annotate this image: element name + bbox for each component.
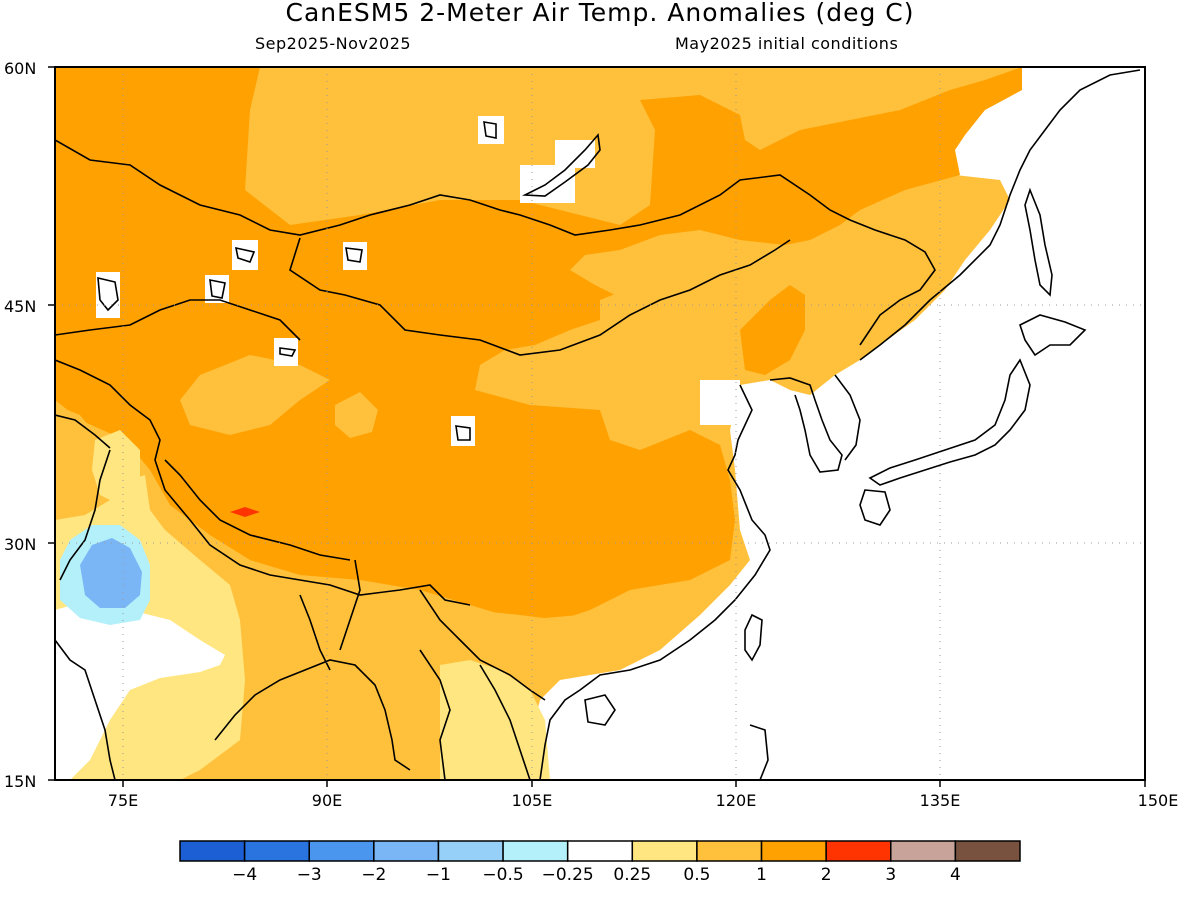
colorbar-label: −4 — [232, 865, 257, 885]
colorbar-label: 0.25 — [613, 865, 651, 885]
colorbar-swatch — [825, 840, 892, 862]
coastline-taiwan — [744, 613, 763, 662]
coastline-china — [579, 384, 771, 691]
coastline-india-west — [55, 639, 116, 780]
coastline-korea — [769, 377, 843, 473]
chart-title: CanESM5 2-Meter Air Temp. Anomalies (deg… — [285, 0, 915, 27]
anomaly-region-light-patch-5 — [460, 595, 700, 665]
lat-label-45n: 45N — [4, 297, 36, 316]
colorbar-label: −0.5 — [482, 865, 523, 885]
colorbar-label: −3 — [297, 865, 322, 885]
mask-khuvsgul — [478, 116, 504, 144]
colorbar-swatch — [760, 840, 827, 862]
coastline-ubsu — [345, 247, 363, 263]
anomaly-region-light-patch-3 — [600, 290, 650, 355]
coastline-sakhalin — [1024, 187, 1053, 297]
anomaly-region-light-patch-4 — [55, 405, 110, 525]
border-india-nepal — [164, 459, 351, 561]
coastline-luzon — [749, 724, 769, 780]
coastline-balkhash — [234, 246, 256, 263]
colorbar-swatch — [502, 840, 569, 862]
coastline-korea-east — [834, 374, 861, 461]
border-bhutan-bangladesh — [339, 559, 361, 651]
lon-label-120e: 120E — [716, 791, 757, 810]
anomaly-region-orange-east — [740, 285, 805, 375]
colorbar-swatch — [437, 840, 504, 862]
lon-label-135e: 135E — [920, 791, 961, 810]
coastline-hainan — [584, 694, 616, 726]
mask-bohai — [700, 380, 740, 425]
coastline-honshu — [868, 358, 1031, 486]
colorbar-swatch — [179, 840, 246, 862]
coastline-kyushu — [859, 489, 891, 526]
colorbar-label: 1 — [756, 865, 767, 885]
colorbar-swatch — [566, 840, 634, 862]
colorbar-swatch — [696, 840, 763, 862]
anomaly-region-pale-yellow-nw — [92, 430, 140, 505]
border-central-asia — [55, 359, 471, 606]
colorbar-swatch — [890, 840, 957, 862]
anomaly-region-light-patch-2 — [335, 392, 378, 438]
lon-label-75e: 75E — [108, 791, 138, 810]
lon-label-105e: 105E — [512, 791, 553, 810]
forecast-period: Sep2025-Nov2025 — [255, 34, 412, 53]
lat-label-30n: 30N — [4, 535, 36, 554]
lat-label-60n: 60N — [4, 59, 36, 78]
border-indochina — [299, 594, 331, 671]
anomaly-region-neutral-india — [55, 600, 225, 780]
colorbar-swatch — [954, 840, 1021, 862]
border-thailand — [419, 649, 451, 780]
coastline-russia-pacific — [859, 69, 1141, 361]
anomaly-field — [55, 67, 1145, 780]
coastline-caspian — [97, 276, 119, 312]
border-russia-kazakh-china — [55, 139, 936, 346]
colorbar-label: 2 — [821, 865, 832, 885]
coastline-issyk — [279, 347, 297, 357]
colorbar-label: 3 — [885, 865, 896, 885]
lon-label-150e: 150E — [1138, 791, 1179, 810]
border-pakistan-india — [59, 449, 111, 581]
coastline-baikal — [521, 133, 601, 197]
lat-label-15n: 15N — [4, 772, 36, 791]
coastlines — [55, 69, 1141, 780]
border-myanmar-laos — [419, 589, 546, 701]
mask-balkhash — [232, 240, 258, 270]
colorbar-label: 4 — [950, 865, 961, 885]
colorbar-label: −2 — [361, 865, 386, 885]
anomaly-region-blue — [80, 538, 142, 608]
colorbar: −4 −3 −2 −1 −0.5 −0.25 0.25 0.5 1 2 3 4 — [179, 840, 1021, 885]
colorbar-label: −0.25 — [542, 865, 594, 885]
anomaly-region-red — [230, 507, 260, 517]
mask-aral — [205, 275, 229, 303]
lon-label-90e: 90E — [312, 791, 342, 810]
border-afghanistan — [55, 414, 111, 449]
colorbar-swatch — [308, 840, 375, 862]
colorbar-swatch — [631, 840, 698, 862]
anomaly-region-pale-yellow-indochina — [440, 660, 550, 780]
coastline-indochina — [539, 689, 581, 780]
mask-qinghai — [451, 416, 475, 446]
colorbar-swatch — [373, 840, 440, 862]
tick-marks — [48, 66, 1146, 787]
coastline-aral — [209, 278, 226, 299]
anomaly-region-orange — [55, 67, 1022, 620]
anomaly-region-light-patch-1 — [180, 355, 330, 435]
map-frame — [54, 66, 1146, 781]
colorbar-swatch — [243, 840, 310, 862]
border-kazakh-south — [55, 299, 301, 341]
initial-conditions-label: May2025 initial conditions — [675, 34, 899, 53]
colorbar-label: 0.5 — [683, 865, 710, 885]
border-mongolia-china — [289, 237, 791, 356]
coastline-bengal — [214, 659, 411, 771]
border-laos-vietnam — [479, 664, 531, 780]
coastline-hokkaido — [1019, 314, 1087, 357]
coastline-qinghai — [455, 425, 471, 441]
colorbar-label: −1 — [426, 865, 451, 885]
coastline-khuvsgul — [483, 121, 497, 139]
